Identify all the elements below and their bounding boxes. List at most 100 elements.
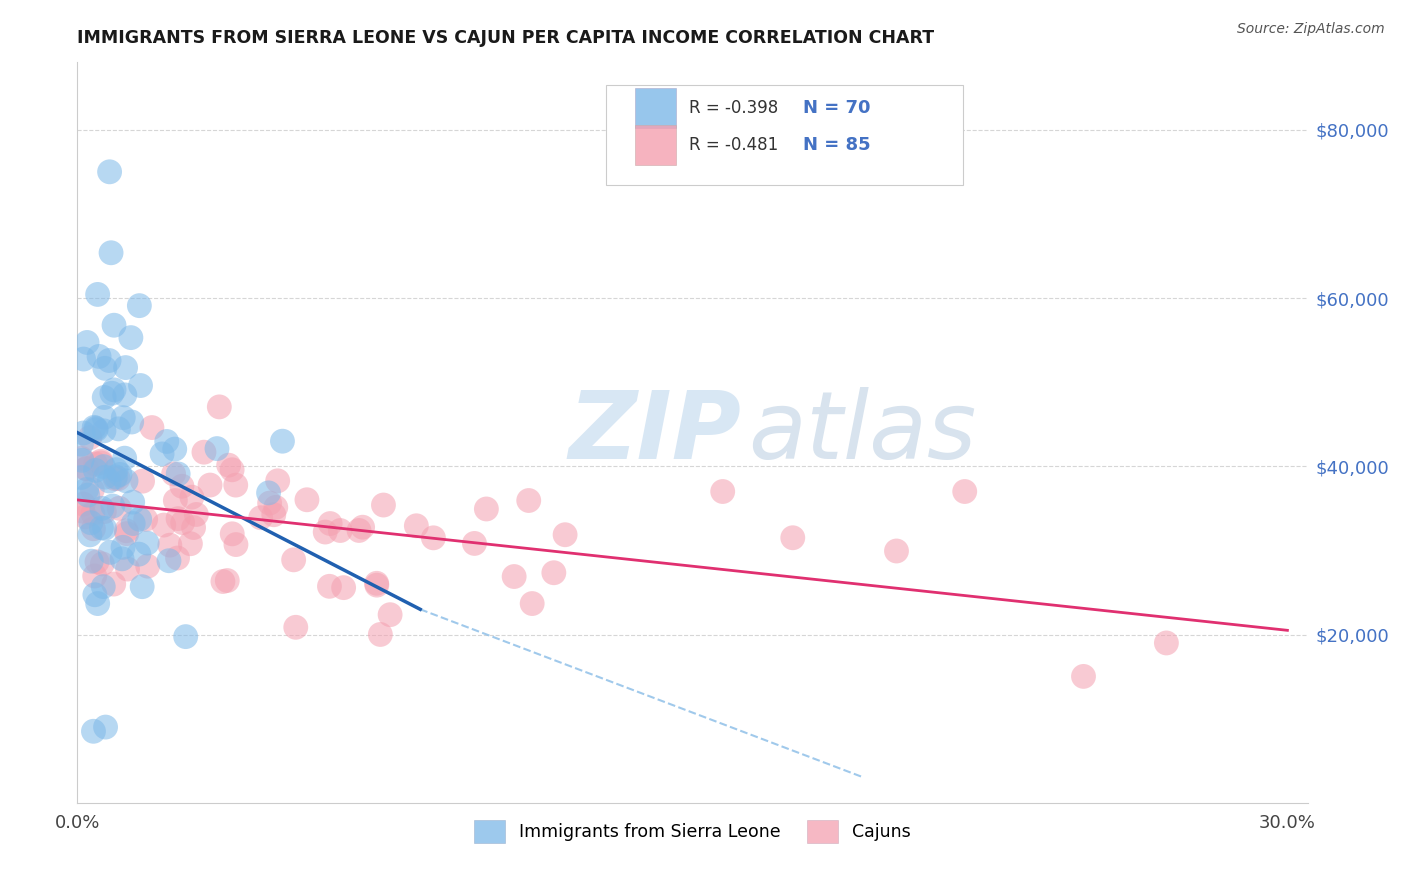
- Point: [72, 497, 94, 511]
- Point: [378, 607, 401, 622]
- Point: [165, 493, 187, 508]
- Point: [186, 508, 208, 522]
- Point: [112, 410, 135, 425]
- Point: [83, 588, 105, 602]
- Point: [93, 521, 115, 535]
- Point: [1073, 669, 1095, 683]
- Point: [91, 557, 114, 571]
- Point: [111, 551, 134, 566]
- Point: [83, 420, 105, 434]
- Point: [221, 526, 243, 541]
- Point: [115, 526, 138, 541]
- Point: [86, 555, 108, 569]
- Point: [366, 576, 388, 591]
- Point: [98, 474, 121, 488]
- Point: [98, 165, 121, 179]
- Point: [70, 451, 93, 466]
- Point: [103, 383, 125, 397]
- Point: [259, 496, 281, 510]
- Point: [75, 461, 97, 475]
- Point: [141, 420, 163, 434]
- Point: [153, 518, 176, 533]
- Point: [93, 459, 115, 474]
- Point: [157, 554, 180, 568]
- Point: [352, 520, 374, 534]
- Point: [319, 516, 342, 531]
- Point: [117, 562, 139, 576]
- Point: [84, 421, 107, 435]
- Point: [120, 331, 142, 345]
- Point: [370, 627, 392, 641]
- Point: [332, 581, 354, 595]
- Text: atlas: atlas: [748, 387, 976, 478]
- Point: [128, 512, 150, 526]
- Point: [522, 597, 544, 611]
- Point: [283, 553, 305, 567]
- Point: [131, 580, 153, 594]
- Point: [98, 545, 121, 559]
- Point: [80, 516, 103, 530]
- Point: [183, 520, 205, 534]
- Point: [221, 463, 243, 477]
- Point: [128, 547, 150, 561]
- Point: [128, 299, 150, 313]
- Point: [86, 597, 108, 611]
- Text: N = 85: N = 85: [803, 136, 870, 153]
- Point: [782, 531, 804, 545]
- Point: [82, 507, 104, 521]
- Point: [129, 378, 152, 392]
- Point: [70, 470, 93, 484]
- Point: [72, 352, 94, 367]
- Point: [115, 524, 138, 538]
- Point: [93, 424, 115, 438]
- FancyBboxPatch shape: [634, 125, 676, 165]
- Point: [212, 574, 235, 589]
- Point: [329, 524, 352, 538]
- Point: [84, 423, 107, 437]
- Point: [82, 724, 104, 739]
- Point: [107, 422, 129, 436]
- Point: [90, 456, 112, 470]
- Point: [108, 501, 131, 516]
- Point: [953, 484, 976, 499]
- Point: [136, 536, 159, 550]
- Point: [711, 484, 734, 499]
- Point: [347, 524, 370, 538]
- Point: [174, 630, 197, 644]
- Point: [72, 504, 94, 518]
- Point: [93, 391, 115, 405]
- Text: ZIP: ZIP: [569, 386, 742, 479]
- Point: [83, 569, 105, 583]
- Point: [170, 479, 193, 493]
- Point: [208, 400, 231, 414]
- Point: [100, 245, 122, 260]
- Point: [543, 566, 565, 580]
- Point: [101, 499, 124, 513]
- Point: [225, 478, 247, 492]
- Point: [103, 318, 125, 333]
- Point: [75, 462, 97, 476]
- Point: [94, 361, 117, 376]
- Point: [79, 528, 101, 542]
- Point: [131, 474, 153, 488]
- Point: [373, 498, 395, 512]
- Point: [76, 483, 98, 497]
- Text: R = -0.398: R = -0.398: [689, 99, 778, 117]
- Point: [93, 410, 115, 425]
- Point: [217, 574, 239, 588]
- Point: [82, 522, 104, 536]
- Point: [72, 425, 94, 440]
- Point: [94, 470, 117, 484]
- Point: [179, 537, 201, 551]
- Point: [90, 501, 112, 516]
- Point: [163, 442, 186, 456]
- Point: [405, 518, 427, 533]
- Point: [121, 495, 143, 509]
- Point: [156, 434, 179, 449]
- Point: [90, 454, 112, 468]
- Point: [180, 490, 202, 504]
- Point: [193, 445, 215, 459]
- Point: [86, 287, 108, 301]
- Point: [150, 447, 173, 461]
- Point: [172, 516, 194, 530]
